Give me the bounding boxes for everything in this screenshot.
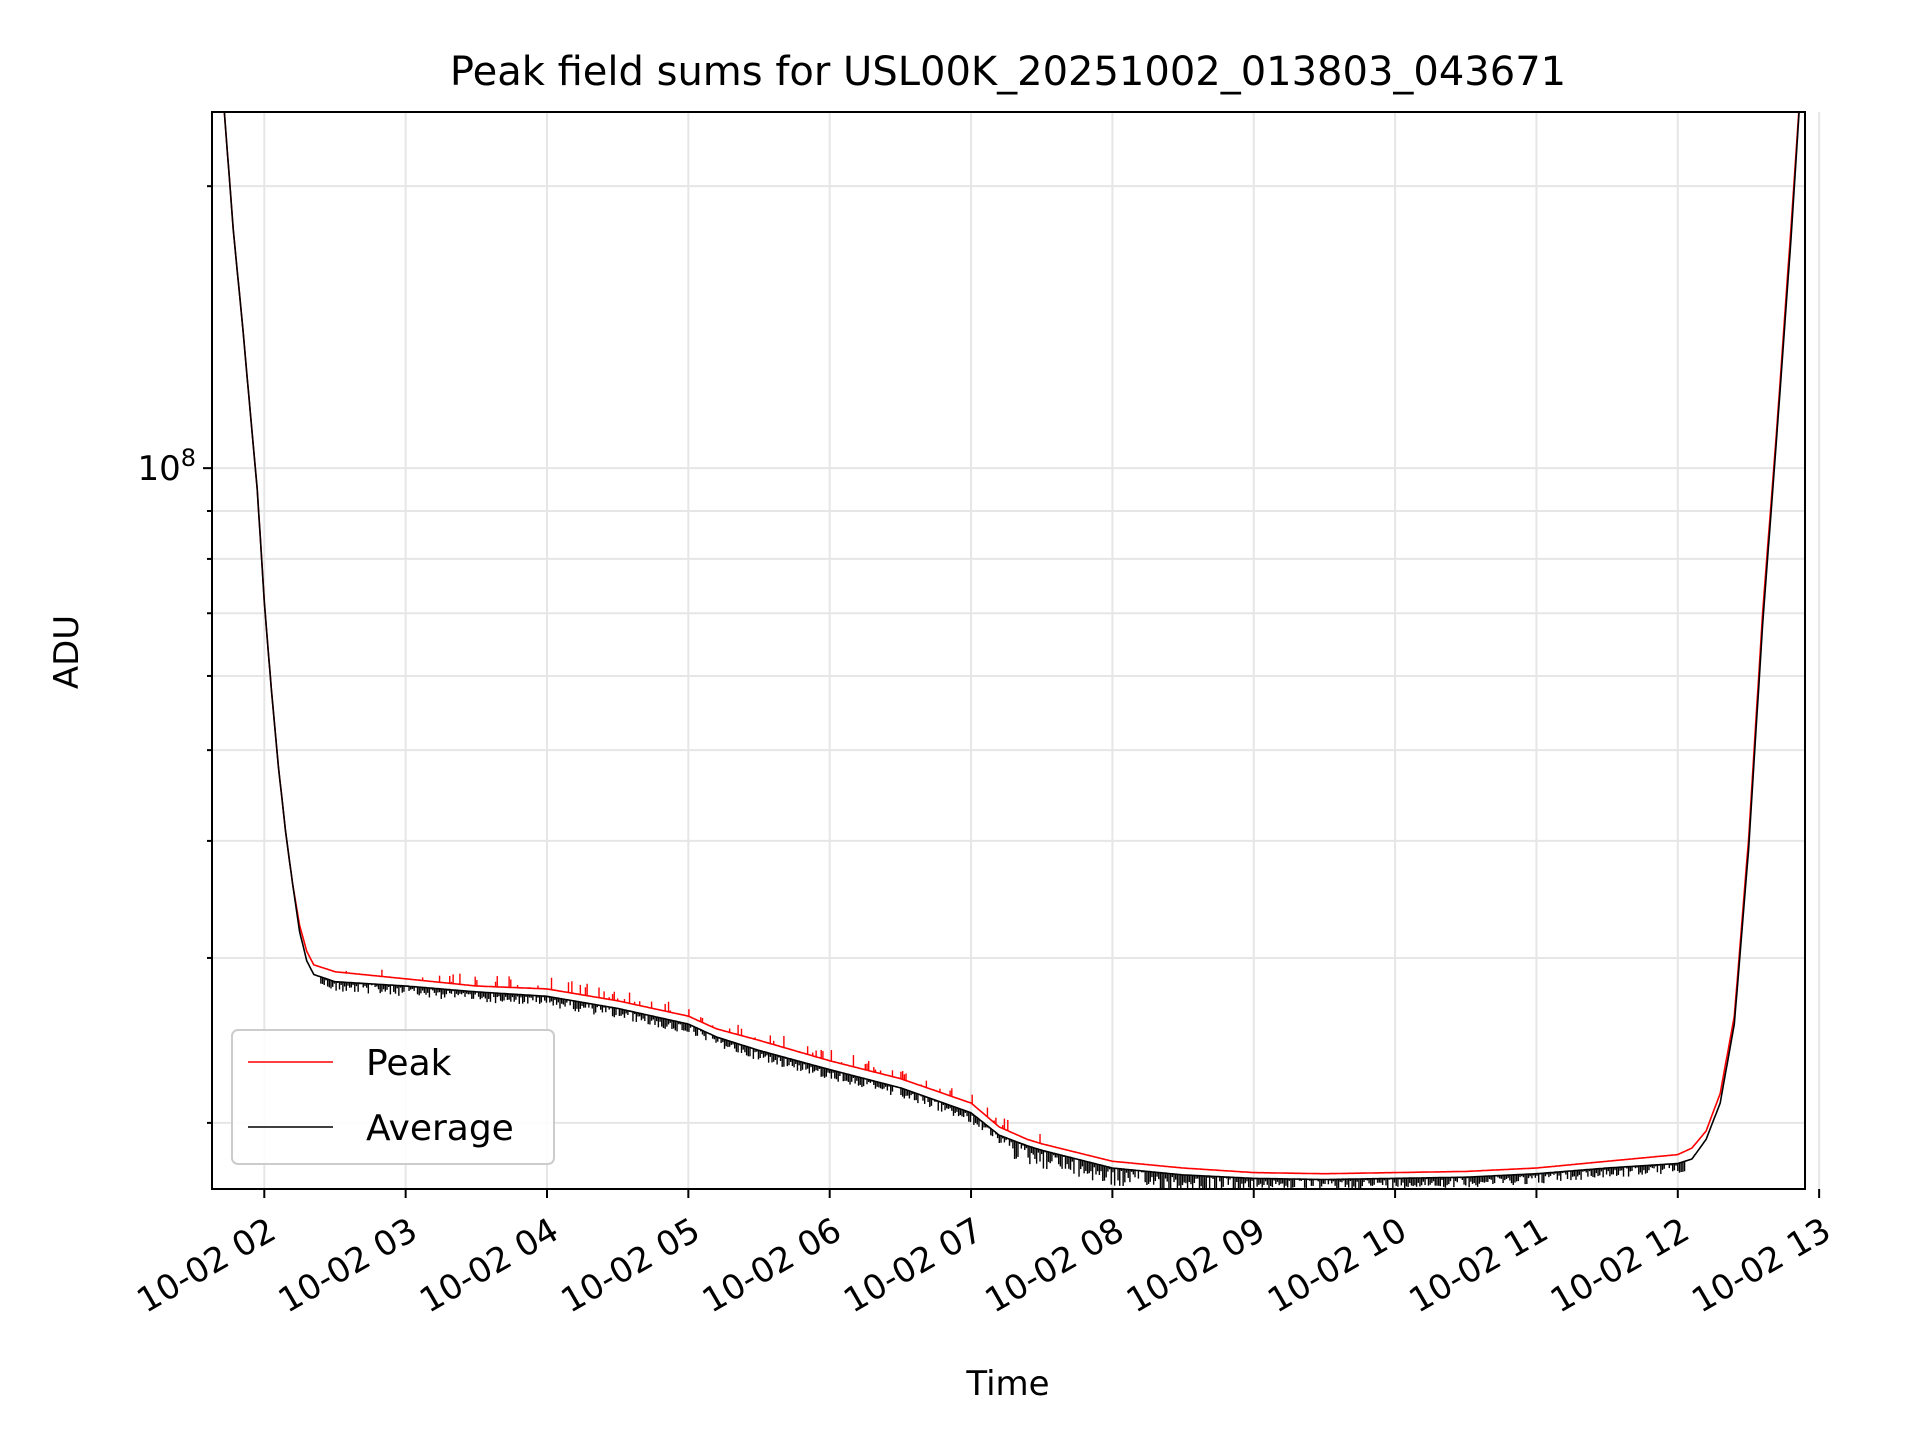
chart-title: Peak field sums for USL00K_20251002_0138… — [450, 49, 1566, 95]
peak-series-line — [223, 112, 1800, 1175]
legend-label-peak: Peak — [366, 1043, 452, 1084]
y-tick-label: 108 — [137, 444, 196, 489]
grid-lines — [212, 112, 1821, 1189]
legend-label-average: Average — [366, 1108, 514, 1149]
average-series-line — [223, 112, 1800, 1181]
plot-series-area — [223, 112, 1800, 1189]
legend-box — [231, 1029, 555, 1165]
legend: Peak Average — [231, 1029, 555, 1165]
average-series-noise — [320, 976, 1686, 1189]
y-axis-label: ADU — [47, 615, 87, 689]
plot-frame — [211, 111, 1806, 1190]
x-axis-label: Time — [965, 1364, 1049, 1404]
y-axis-ticks: 108 — [137, 185, 212, 1124]
